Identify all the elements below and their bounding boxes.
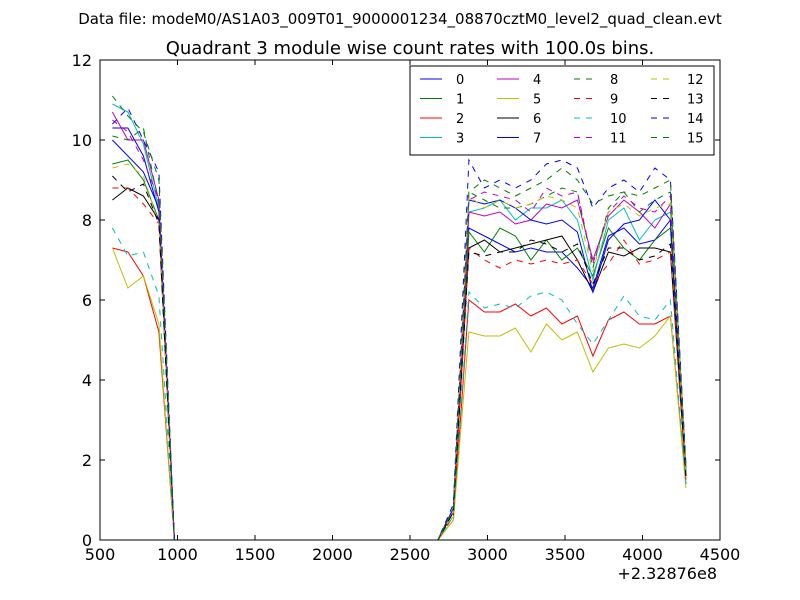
x-tick-label: 500 (85, 545, 116, 564)
figure-suptitle: Data file: modeM0/AS1A03_009T01_90000012… (78, 10, 722, 29)
series-line-13 (112, 175, 687, 541)
y-tick-label: 12 (72, 51, 92, 70)
series-line-12 (112, 163, 687, 541)
x-offset-label: +2.32876e8 (617, 564, 717, 583)
y-tick-label: 8 (82, 211, 92, 230)
legend-label-4: 4 (533, 73, 541, 88)
series-line-4 (111, 111, 687, 541)
legend-label-9: 9 (610, 93, 618, 108)
legend-label-8: 8 (610, 73, 618, 88)
series-line-3 (112, 103, 687, 541)
series-line-2 (112, 247, 687, 541)
legend-label-7: 7 (533, 132, 541, 147)
series-line-14 (112, 107, 687, 541)
x-tick-label: 3000 (467, 545, 508, 564)
y-tick-label: 10 (72, 131, 92, 150)
legend-label-2: 2 (456, 112, 464, 127)
legend-label-15: 15 (687, 132, 704, 147)
x-tick-label: 2500 (390, 545, 431, 564)
legend-label-10: 10 (610, 112, 627, 127)
y-tick-label: 2 (82, 451, 92, 470)
x-tick-label: 4000 (622, 545, 663, 564)
series-line-10 (111, 227, 687, 541)
chart-title: Quadrant 3 module wise count rates with … (166, 38, 655, 59)
series-line-7 (112, 127, 687, 541)
y-tick-label: 4 (82, 371, 92, 390)
legend-box (409, 65, 715, 156)
x-tick-label: 4500 (700, 545, 741, 564)
series-layer (111, 95, 687, 541)
legend-label-5: 5 (533, 93, 541, 108)
y-tick-label: 6 (82, 291, 92, 310)
ticks-layer: 500 1000 1500 2000 2500 3000 3500 4000 4500 0 2 4 6 8… (72, 51, 741, 564)
legend-label-14: 14 (687, 112, 704, 127)
legend-label-13: 13 (687, 93, 704, 108)
series-line-15 (112, 95, 687, 541)
x-tick-label: 1000 (157, 545, 198, 564)
legend-label-11: 11 (610, 132, 627, 147)
series-line-5 (111, 247, 687, 541)
x-tick-label: 2000 (312, 545, 353, 564)
x-tick-label: 1500 (235, 545, 276, 564)
legend-label-1: 1 (456, 93, 464, 108)
series-line-8 (112, 127, 687, 541)
x-tick-label: 3500 (545, 545, 586, 564)
legend-label-6: 6 (533, 112, 541, 127)
legend-label-3: 3 (456, 132, 464, 147)
series-line-1 (112, 159, 687, 541)
y-tick-label: 0 (82, 531, 92, 550)
series-line-11 (112, 119, 687, 541)
legend-label-0: 0 (456, 73, 464, 88)
legend-label-12: 12 (687, 73, 704, 88)
